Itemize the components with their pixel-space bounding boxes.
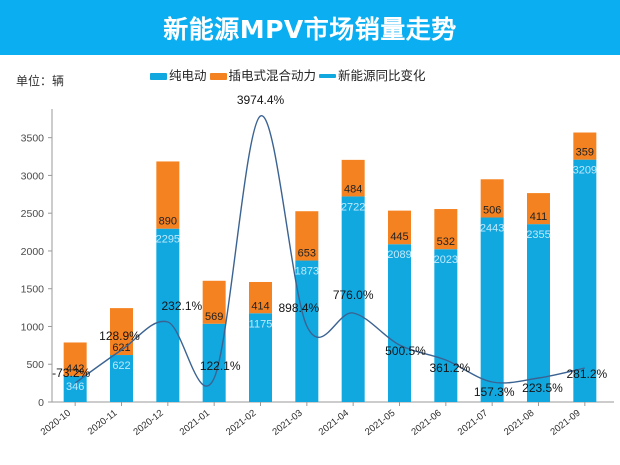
bar-value-label-phev: 506 <box>483 204 501 216</box>
plot-area: 0 500 1000 1500 2000 2500 3000 3500 2020-10 2020-… <box>0 95 620 465</box>
bar-segment-bev[interactable] <box>295 260 319 402</box>
x-axis-tick-label: 2021-05 <box>363 408 397 438</box>
yoy-percent-label: 500.5% <box>385 344 426 358</box>
sales-trend-chart: 0 500 1000 1500 2000 2500 3000 3500 2020-10 2020-… <box>21 95 614 438</box>
legend-label-bev: 纯电动 <box>169 68 207 83</box>
x-axis-tick-label: 2021-03 <box>270 408 304 438</box>
bar-value-label-phev: 569 <box>205 311 223 323</box>
bar-value-label-phev: 890 <box>159 216 177 228</box>
chart-legend: 纯电动 插电式混合动力 新能源同比变化 <box>150 68 429 83</box>
bar-segment-phev[interactable] <box>388 210 411 245</box>
x-axis-tick-label: 2020-10 <box>39 408 73 438</box>
bar-value-label-bev: 3209 <box>573 165 597 177</box>
bar-segment-bev[interactable] <box>434 249 458 402</box>
bar-segment-bev[interactable] <box>202 323 226 402</box>
bar-value-label-phev: 359 <box>576 147 594 159</box>
bar-value-label-phev: 414 <box>251 300 269 312</box>
bar-segment-phev[interactable] <box>249 281 272 314</box>
y-axis-tick-label: 1500 <box>21 284 45 296</box>
bar-segment-phev[interactable] <box>202 280 226 324</box>
legend-label-phev: 插电式混合动力 <box>228 68 317 83</box>
x-axis-tick-label: 2021-01 <box>178 408 212 438</box>
bar-value-label-bev: 1873 <box>295 266 319 278</box>
bar-value-label-bev: 2089 <box>387 249 411 261</box>
yoy-percent-label: 232.1% <box>161 299 202 313</box>
header-band: 新能源MPV市场销量走势 <box>0 0 620 55</box>
yoy-trend-line <box>74 115 585 387</box>
x-axis-tick-label: 2020-12 <box>131 408 165 438</box>
y-axis-tick-label: 1000 <box>21 321 45 333</box>
bar-value-label-phev: 532 <box>437 236 455 248</box>
x-axis-tick-label: 2021-02 <box>224 408 258 438</box>
legend-item-phev: 插电式混合动力 <box>209 68 317 83</box>
bar-value-label-phev: 411 <box>530 211 548 223</box>
x-axis-tick-label: 2021-09 <box>548 408 582 438</box>
legend-label-yoy: 新能源同比变化 <box>338 68 426 83</box>
yoy-percent-label: -73.2% <box>52 366 90 380</box>
bar-segment-bev[interactable] <box>341 196 365 402</box>
bar-value-label-bev: 2443 <box>480 222 504 234</box>
legend-item-yoy: 新能源同比变化 <box>319 68 426 83</box>
bar-value-label-bev: 2295 <box>156 234 180 246</box>
bar-value-label-phev: 442 <box>66 363 84 375</box>
bar-segment-phev[interactable] <box>63 342 87 376</box>
bar-value-label-bev: 2722 <box>341 201 365 213</box>
yoy-percent-label: 122.1% <box>200 359 241 373</box>
bar-segment-phev[interactable] <box>480 179 504 218</box>
bar-value-label-phev: 445 <box>390 231 408 243</box>
yoy-percent-label: 223.5% <box>522 381 563 395</box>
bar-segment-phev[interactable] <box>434 209 458 250</box>
yoy-percent-label: 128.9% <box>99 329 140 343</box>
x-axis-tick-label: 2021-07 <box>456 408 490 438</box>
bar-value-label-phev: 621 <box>112 342 130 354</box>
y-axis-tick-label: 3500 <box>21 133 45 145</box>
y-axis-tick-label: 2500 <box>21 208 45 220</box>
bar-segment-phev[interactable] <box>110 308 133 356</box>
bar-segment-bev[interactable] <box>480 217 504 402</box>
y-axis-tick-label: 0 <box>38 397 44 409</box>
bar-value-label-phev: 653 <box>298 248 316 260</box>
x-axis-tick-label: 2021-04 <box>317 408 351 438</box>
bar-segment-bev[interactable] <box>156 228 180 402</box>
bar-value-label-bev: 1175 <box>249 318 273 330</box>
bar-value-label-bev: 346 <box>66 381 84 393</box>
y-axis-tick-label: 2000 <box>21 246 45 258</box>
bar-value-label-phev: 484 <box>344 183 362 195</box>
bar-segment-phev[interactable] <box>573 132 597 160</box>
bar-segment-phev[interactable] <box>341 159 365 197</box>
yoy-percent-label: 157.3% <box>474 385 515 399</box>
bar-value-label-bev: 2355 <box>526 229 550 241</box>
legend-swatch-phev-icon <box>209 72 227 80</box>
yoy-percent-label: 776.0% <box>333 288 374 302</box>
bar-value-label-bev: 2023 <box>434 254 458 266</box>
x-axis-tick-label: 2020-11 <box>86 408 120 438</box>
bar-segment-phev[interactable] <box>156 161 180 229</box>
bar-segment-bev[interactable] <box>63 375 87 402</box>
bar-segment-bev[interactable] <box>110 355 133 402</box>
bar-segment-phev[interactable] <box>527 193 550 225</box>
bar-segment-bev[interactable] <box>249 313 272 402</box>
yoy-percent-label: 281.2% <box>566 367 607 381</box>
y-axis-tick-label: 3000 <box>21 170 45 182</box>
legend-item-bev: 纯电动 <box>150 68 207 83</box>
yoy-percent-label: 361.2% <box>429 361 470 375</box>
yoy-percent-label: 898.4% <box>278 301 319 315</box>
legend-swatch-yoy-icon <box>319 74 337 79</box>
y-axis-tick-label: 500 <box>26 359 44 371</box>
bar-segment-phev[interactable] <box>295 211 319 261</box>
unit-label: 单位：辆 <box>16 74 65 88</box>
bar-segment-bev[interactable] <box>527 224 550 402</box>
legend-swatch-bev-icon <box>150 72 167 80</box>
yoy-percent-label: 3974.4% <box>237 95 285 107</box>
bar-segment-bev[interactable] <box>388 244 411 402</box>
x-axis-tick-label: 2021-06 <box>409 408 443 438</box>
bar-segment-bev[interactable] <box>573 159 597 402</box>
x-axis-tick-label: 2021-08 <box>502 408 536 438</box>
page-title: 新能源MPV市场销量走势 <box>163 14 457 44</box>
bar-value-label-bev: 622 <box>112 360 130 372</box>
